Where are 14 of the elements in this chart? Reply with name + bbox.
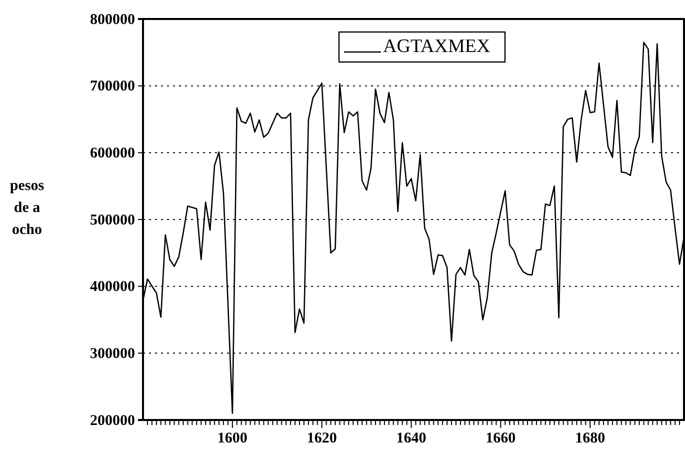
legend-label: AGTAXMEX — [383, 36, 490, 57]
y-tick-label: 200000 — [90, 412, 135, 429]
x-tick-label: 1640 — [396, 430, 426, 447]
x-tick-label: 1660 — [486, 430, 516, 447]
y-tick-label: 700000 — [90, 78, 135, 95]
x-tick-label: 1620 — [306, 430, 337, 447]
y-tick-label: 800000 — [90, 12, 135, 28]
x-tick-label: 1600 — [217, 430, 248, 447]
y-tick-label: 500000 — [90, 212, 135, 228]
y-tick-label: 400000 — [90, 279, 135, 296]
x-tick-label: 1680 — [575, 430, 606, 447]
y-tick-label: 300000 — [90, 346, 135, 362]
y-axis-title: pesos de a ocho — [10, 178, 44, 238]
y-tick-label: 600000 — [90, 145, 135, 162]
